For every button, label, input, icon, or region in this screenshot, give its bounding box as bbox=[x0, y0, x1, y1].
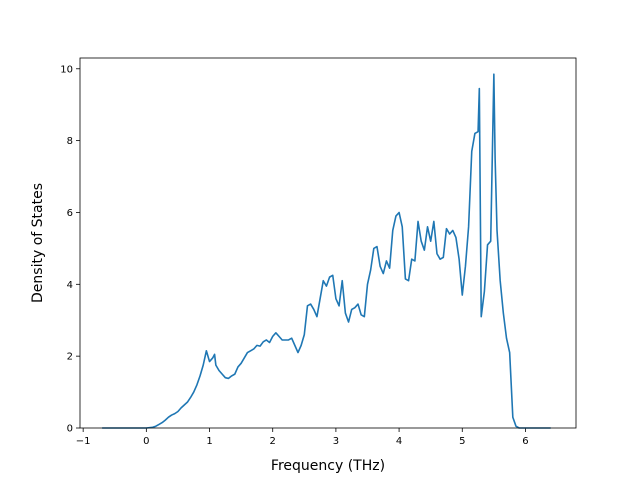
x-tick-label: −1 bbox=[76, 436, 91, 447]
x-tick-label: 2 bbox=[270, 436, 276, 447]
y-tick-label: 4 bbox=[67, 280, 73, 291]
series-layer bbox=[102, 73, 551, 429]
y-axis-title: Density of States bbox=[30, 183, 46, 303]
plot-area-frame bbox=[79, 57, 577, 429]
x-axis-title: Frequency (THz) bbox=[271, 458, 385, 474]
y-tick-label: 2 bbox=[67, 352, 73, 363]
x-tick-label: 6 bbox=[522, 436, 528, 447]
x-tick-label: 4 bbox=[396, 436, 402, 447]
x-tick-label: 3 bbox=[333, 436, 339, 447]
y-axis-ticks: 0 2 4 6 8 10 bbox=[60, 64, 80, 435]
y-tick-label: 8 bbox=[67, 136, 73, 147]
x-tick-label: 0 bbox=[143, 436, 149, 447]
x-tick-label: 1 bbox=[206, 436, 212, 447]
y-tick-label: 0 bbox=[67, 424, 73, 435]
dos-series-line bbox=[102, 73, 551, 429]
x-axis-ticks: −1 0 1 2 3 4 5 6 bbox=[76, 428, 529, 447]
y-tick-label: 6 bbox=[67, 208, 73, 219]
y-tick-label: 10 bbox=[60, 64, 73, 75]
x-tick-label: 5 bbox=[459, 436, 465, 447]
